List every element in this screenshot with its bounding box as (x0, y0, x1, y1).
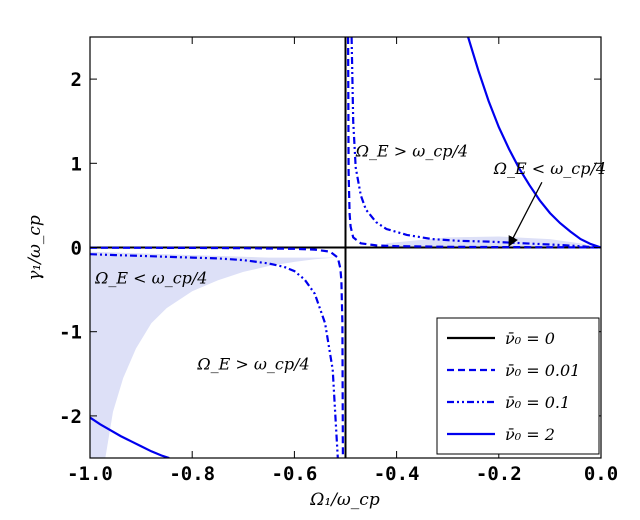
series-line-1-segment-0 (347, 37, 601, 249)
legend-box (436, 317, 600, 455)
legend-label-1: ν̄₀ = 0.01 (505, 361, 580, 380)
series-line-2-segment-0 (350, 37, 601, 249)
series-line-3-segment-0 (467, 37, 601, 249)
x-tick-label: -0.6 (272, 463, 318, 485)
legend-label-0: ν̄₀ = 0 (505, 329, 555, 348)
shaded-region-lower-left (90, 251, 336, 458)
x-tick-label: -1.0 (67, 463, 113, 485)
annotations: Ω_E > ω_cp/4 Ω_E < ω_cp/4 Ω_E < ω_cp/4 Ω_E … (94, 142, 606, 374)
y-tick-label: 0 (71, 238, 82, 260)
legend-label-3: ν̄₀ = 2 (505, 425, 555, 444)
y-tick-label: -1 (59, 322, 82, 344)
x-tick-label: -0.8 (169, 463, 215, 485)
annotation-3: Ω_E > ω_cp/4 (196, 355, 309, 374)
series-layer (90, 37, 601, 458)
series-line-3-segment-1 (90, 416, 170, 458)
annotation-2: Ω_E < ω_cp/4 (94, 269, 207, 288)
y-tick-label: -2 (59, 406, 82, 428)
annotation-arrow (508, 181, 543, 247)
y-tick-label: 1 (71, 153, 82, 175)
annotation-0: Ω_E > ω_cp/4 (355, 142, 468, 161)
x-tick-label: -0.4 (374, 463, 420, 485)
legend-label-2: ν̄₀ = 0.1 (505, 393, 570, 412)
x-axis-label: Ω₁/ω_cp (309, 490, 380, 510)
series-line-1-segment-1 (90, 246, 344, 458)
y-axis-label: γ₁/ω_cp (25, 215, 45, 281)
ticks: -1.0 -0.8 -0.6 -0.4 -0.2 0.0 2 1 0 -1 -2 (59, 37, 618, 485)
x-tick-label: -0.2 (476, 463, 522, 485)
x-tick-label: 0.0 (584, 463, 618, 485)
legend: ν̄₀ = 0 ν̄₀ = 0.01 ν̄₀ = 0.1 ν̄₀ = 2 (436, 317, 600, 455)
axis-labels: Ω₁/ω_cp γ₁/ω_cp (25, 215, 380, 510)
annotation-1: Ω_E < ω_cp/4 (493, 159, 606, 178)
y-tick-label: 2 (71, 69, 82, 91)
